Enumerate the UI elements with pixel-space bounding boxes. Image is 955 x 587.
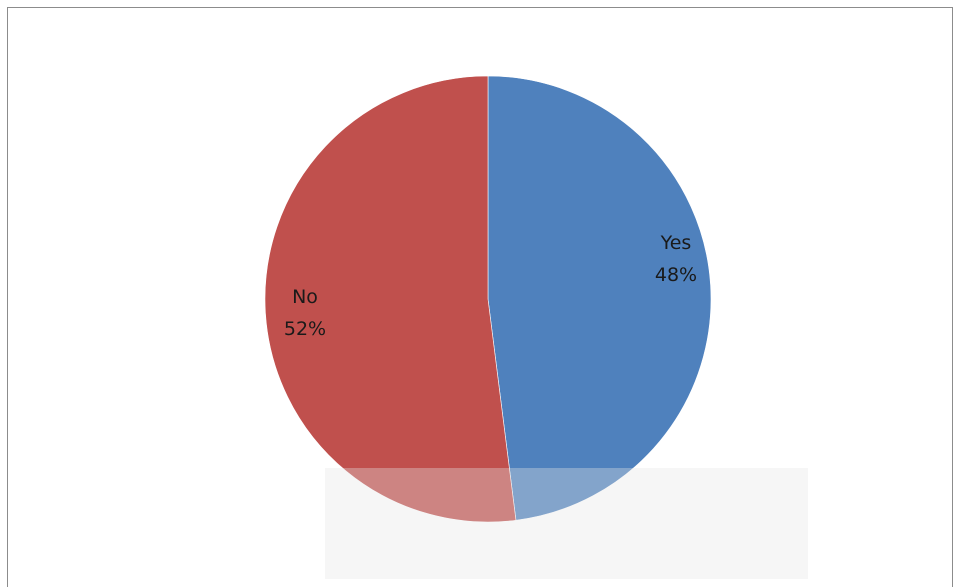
pie-slices [264,75,712,523]
pie-slice-yes [487,75,712,521]
slice-percent-yes: 48% [655,264,697,286]
pie-slice-no [264,75,517,523]
slice-label-yes: Yes [660,232,692,254]
slice-percent-no: 52% [284,318,326,340]
slice-label-no: No [292,286,318,308]
